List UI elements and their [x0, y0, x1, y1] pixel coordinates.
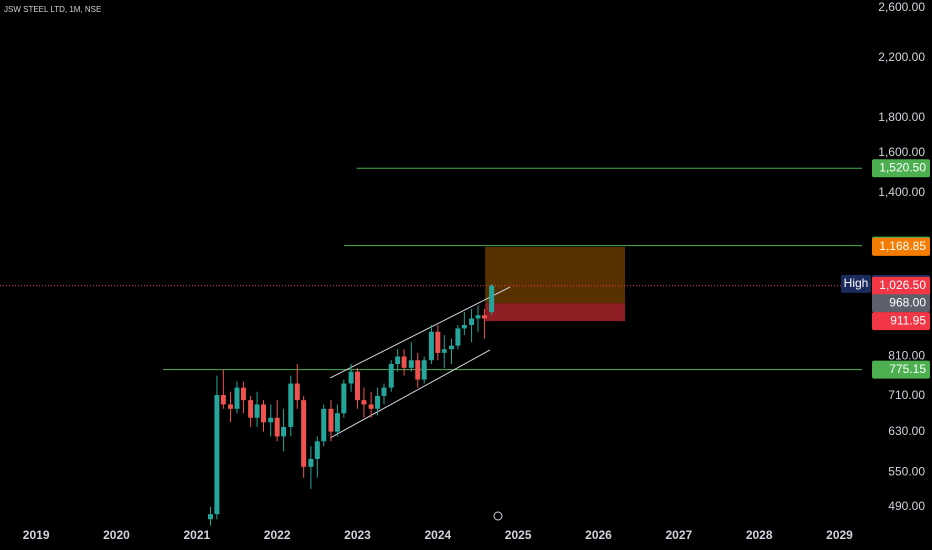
candle-body	[401, 356, 407, 368]
candle-body	[281, 426, 287, 437]
candle-body	[475, 315, 481, 319]
x-tick-label: 2027	[665, 528, 692, 542]
event-icon[interactable]	[493, 511, 503, 521]
candle-body	[489, 285, 495, 313]
x-tick-label: 2026	[585, 528, 612, 542]
y-tick-label: 1,600.00	[878, 145, 925, 159]
y-tick-label: 550.00	[888, 464, 925, 478]
candle-body	[288, 383, 294, 427]
candle-body	[368, 404, 374, 409]
channel-line	[329, 349, 491, 439]
tag-box	[841, 274, 871, 293]
candle-body	[261, 404, 267, 423]
candle-body	[348, 371, 354, 384]
candle-body	[469, 318, 475, 326]
price-label-box	[872, 294, 930, 313]
y-tick-label: 2,600.00	[878, 0, 925, 14]
y-tick-label: 490.00	[888, 499, 925, 513]
candle-body	[220, 395, 226, 405]
price-label: 911.95	[890, 313, 926, 327]
candle-body	[395, 356, 401, 365]
candle-body	[361, 400, 367, 405]
channel-line	[329, 286, 511, 379]
candle-body	[354, 371, 360, 401]
price-label-box	[872, 360, 930, 379]
x-tick-label: 2023	[344, 528, 371, 542]
x-tick-label: 2028	[746, 528, 773, 542]
y-tick-label: 1,800.00	[878, 110, 925, 124]
price-label-box	[872, 159, 930, 178]
price-label-box	[872, 312, 930, 331]
x-tick-label: 2020	[103, 528, 130, 542]
tag-label: High	[844, 276, 869, 290]
candle-body	[328, 408, 334, 432]
candle-body	[375, 395, 381, 409]
y-tick-label: 2,200.00	[878, 50, 925, 64]
chart-title: JSW STEEL LTD, 1M, NSE	[4, 5, 101, 14]
candle-body	[435, 331, 441, 353]
candle-body	[234, 387, 240, 409]
candle-body	[408, 360, 414, 368]
candle-body	[334, 413, 340, 432]
y-tick-label: 810.00	[888, 349, 925, 363]
price-label: 1,520.50	[879, 160, 926, 174]
candle-body	[481, 315, 487, 319]
price-label: 1,168.85	[879, 239, 926, 253]
candle-body	[214, 395, 220, 515]
candle-body	[341, 383, 347, 414]
candle-body	[441, 349, 447, 353]
x-tick-label: 2022	[264, 528, 291, 542]
candle-body	[448, 345, 454, 350]
candle-body	[274, 417, 280, 437]
candle-body	[301, 400, 307, 467]
candle-body	[240, 387, 246, 401]
price-label-box	[872, 237, 930, 256]
candle-body	[207, 514, 213, 520]
candle-body	[428, 331, 434, 361]
x-tick-label: 2019	[23, 528, 50, 542]
candle-body	[321, 408, 327, 442]
candle-body	[268, 417, 274, 423]
candle-body	[308, 458, 314, 467]
y-tick-label: 630.00	[888, 424, 925, 438]
price-label: 1,026.50	[879, 278, 926, 292]
candle-body	[455, 328, 461, 346]
x-tick-label: 2024	[424, 528, 451, 542]
x-tick-label: 2021	[183, 528, 210, 542]
candle-body	[421, 360, 427, 380]
y-tick-label: 710.00	[888, 388, 925, 402]
price-label: 775.15	[889, 362, 926, 376]
candle-body	[388, 364, 394, 388]
candle-body	[461, 325, 467, 329]
x-tick-label: 2025	[505, 528, 532, 542]
zone	[485, 246, 626, 304]
candle-body	[415, 360, 421, 380]
candle-body	[314, 441, 320, 459]
y-tick-label: 1,400.00	[878, 185, 925, 199]
zone	[485, 303, 626, 322]
x-tick-label: 2029	[826, 528, 853, 542]
candle-body	[248, 400, 254, 418]
candle-body	[228, 404, 234, 409]
candle-body	[294, 383, 300, 401]
candle-body	[381, 387, 387, 396]
price-label: 968.00	[889, 295, 926, 309]
candle-body	[254, 404, 260, 418]
